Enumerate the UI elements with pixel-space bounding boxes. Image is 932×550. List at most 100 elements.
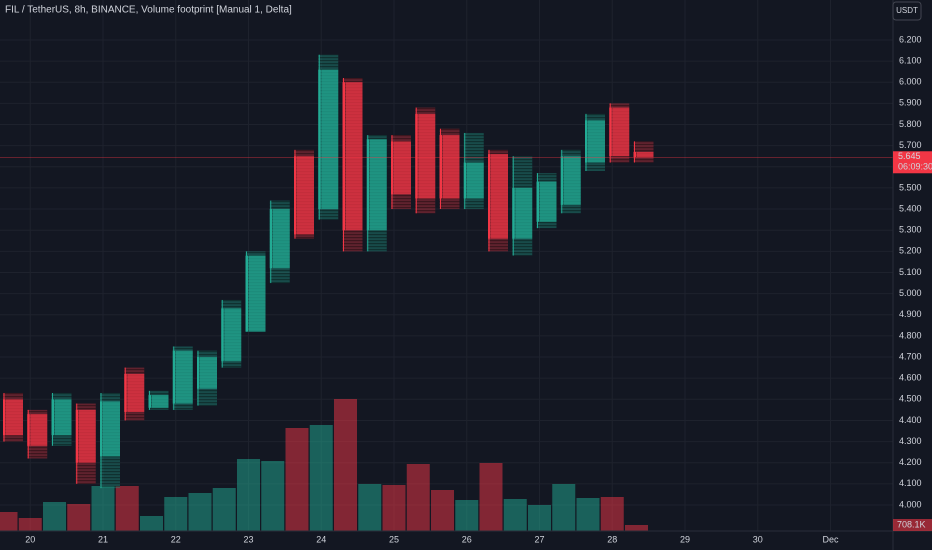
- footprint-body: [30, 414, 48, 446]
- footprint-body: [491, 154, 508, 239]
- x-tick-label: Dec: [822, 534, 839, 544]
- y-tick-label: 5.400: [899, 203, 922, 213]
- candle-body: [245, 255, 248, 332]
- y-tick-label: 5.300: [899, 225, 922, 235]
- candle-body: [124, 373, 127, 412]
- candle-body: [415, 113, 418, 199]
- y-tick-label: 4.300: [899, 436, 922, 446]
- volume-bar: [455, 500, 479, 531]
- volume-bar: [140, 516, 163, 531]
- candle-body: [391, 141, 394, 195]
- footprint-body: [6, 399, 23, 436]
- footprint-body: [151, 395, 169, 408]
- x-tick-label: 24: [316, 534, 326, 544]
- footprint-body: [175, 350, 193, 404]
- volume-label: 708.1K: [897, 519, 926, 529]
- footprint-body: [224, 308, 242, 362]
- footprint-body: [248, 255, 266, 332]
- volume-bar: [285, 428, 309, 531]
- price-label-box: [893, 151, 932, 174]
- currency-button[interactable]: [892, 1, 922, 21]
- countdown-label: 06:09:30: [898, 162, 932, 172]
- footprint-cells: [633, 141, 654, 163]
- candle-body: [560, 156, 564, 205]
- volume-bar: [0, 512, 18, 531]
- x-tick-label: 27: [534, 534, 544, 544]
- grid: [0, 0, 893, 531]
- candle-body: [318, 69, 321, 210]
- currency-label: USDT: [896, 6, 918, 15]
- candle-body: [512, 187, 515, 239]
- candle-body: [342, 82, 345, 231]
- candle-body: [439, 135, 442, 199]
- y-tick-label: 5.900: [899, 98, 922, 108]
- y-tick-label: 5.100: [899, 267, 922, 277]
- volume-bar: [188, 493, 212, 531]
- y-tick-label: 5.000: [899, 288, 922, 298]
- footprint-body: [369, 139, 387, 231]
- volume-bar: [261, 461, 285, 531]
- footprint-body: [442, 135, 460, 199]
- candle-body: [3, 399, 6, 436]
- candle-body: [585, 120, 588, 163]
- y-tick-label: 4.500: [899, 394, 922, 404]
- footprint-body: [466, 162, 484, 199]
- footprint-body: [272, 209, 290, 269]
- y-tick-label: 5.500: [899, 182, 922, 192]
- candle-body: [536, 181, 539, 222]
- volume-bar: [600, 497, 624, 531]
- candle-body: [27, 414, 30, 446]
- candle-body: [269, 209, 273, 269]
- footprint-body: [103, 401, 120, 457]
- footprint-body: [54, 399, 72, 436]
- x-tick-label: 22: [171, 534, 181, 544]
- volume-bar: [164, 497, 188, 531]
- footprint-body: [321, 69, 339, 210]
- candle-body: [294, 156, 297, 235]
- candle-body: [366, 139, 370, 231]
- footprint-body: [127, 373, 145, 412]
- x-tick-label: 23: [243, 534, 253, 544]
- volume-bar: [358, 484, 382, 531]
- footprint-body: [539, 181, 557, 222]
- candle-body: [100, 401, 103, 457]
- footprint-body: [563, 156, 581, 205]
- y-tick-label: 6.100: [899, 55, 922, 65]
- volume-bar: [625, 524, 648, 531]
- footprint-body: [612, 107, 630, 157]
- footprint-body: [588, 120, 605, 163]
- candle-body: [633, 151, 636, 158]
- footprint-body: [297, 156, 314, 235]
- volume-bar: [576, 498, 600, 531]
- y-tick-label: 5.800: [899, 119, 922, 129]
- y-tick-label: 4.800: [899, 330, 922, 340]
- price-pane: [0, 54, 893, 489]
- volume-pane: [0, 399, 648, 531]
- footprint-body: [345, 82, 363, 231]
- x-tick-label: 25: [389, 534, 399, 544]
- candle-body: [488, 154, 491, 239]
- volume-bar: [552, 484, 576, 531]
- candle-body: [148, 395, 151, 408]
- footprint-body: [418, 113, 436, 199]
- x-tick-label: 29: [680, 534, 690, 544]
- volume-bar: [528, 505, 551, 531]
- candle-body: [172, 350, 176, 404]
- y-tick-label: 6.000: [899, 77, 922, 87]
- volume-bar: [115, 486, 139, 531]
- y-tick-label: 4.100: [899, 478, 922, 488]
- candle-body: [197, 357, 200, 389]
- volume-bar: [43, 502, 66, 531]
- footprint-body: [200, 357, 217, 389]
- footprint-body: [636, 151, 654, 158]
- y-tick-label: 4.400: [899, 415, 922, 425]
- y-tick-label: 4.700: [899, 351, 922, 361]
- price-label: 5.645: [898, 151, 921, 161]
- footprint-body: [78, 409, 96, 463]
- candle-body: [75, 409, 79, 463]
- volume-bar: [237, 459, 260, 531]
- x-tick-label: 20: [25, 534, 35, 544]
- volume-bar: [67, 504, 91, 531]
- candle-body: [221, 308, 224, 362]
